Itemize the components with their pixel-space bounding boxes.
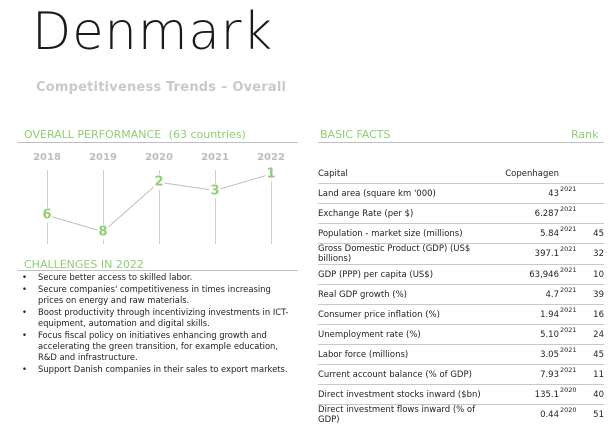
fact-label: Consumer price inflation (%) <box>318 305 489 325</box>
fact-rank: 16 <box>584 305 604 325</box>
fact-rank <box>584 164 604 184</box>
fact-year: 2021 <box>559 345 584 365</box>
fact-label: Exchange Rate (per $) <box>318 204 489 224</box>
country-title: Denmark <box>32 6 273 58</box>
fact-value: 6.287 <box>489 204 559 224</box>
fact-value: 5.10 <box>489 325 559 345</box>
subtitle: Competitiveness Trends – Overall <box>36 80 286 95</box>
fact-value: 63,946 <box>489 265 559 285</box>
fact-label: Gross Domestic Product (GDP) (US$ billio… <box>318 244 489 265</box>
fact-year: 2021 <box>559 285 584 305</box>
fact-year <box>559 164 584 184</box>
fact-label: Direct investment stocks inward ($bn) <box>318 385 489 405</box>
fact-rank <box>584 184 604 204</box>
challenge-item: Secure companies' competitiveness in tim… <box>18 284 298 306</box>
fact-year: 2021 <box>559 204 584 224</box>
fact-value: 0.44 <box>489 405 559 425</box>
fact-value: 1.94 <box>489 305 559 325</box>
performance-country-count: (63 countries) <box>169 128 246 141</box>
fact-value: Copenhagen <box>489 164 559 184</box>
facts-divider <box>318 142 604 143</box>
rank-label-2021: 3 <box>209 183 220 198</box>
fact-label: Capital <box>318 164 489 184</box>
challenges-list: Secure better access to skilled labor.Se… <box>18 272 298 375</box>
challenges-divider <box>18 270 298 271</box>
challenge-item: Secure better access to skilled labor. <box>18 272 298 283</box>
fact-year: 2020 <box>559 385 584 405</box>
rank-label-2019: 8 <box>97 224 108 239</box>
fact-year: 2021 <box>559 244 584 265</box>
fact-rank: 45 <box>584 345 604 365</box>
fact-row: Direct investment flows inward (% of GDP… <box>318 405 604 425</box>
fact-label: Unemployment rate (%) <box>318 325 489 345</box>
performance-divider <box>18 142 298 143</box>
fact-year: 2021 <box>559 184 584 204</box>
fact-rank: 39 <box>584 285 604 305</box>
fact-value: 135.1 <box>489 385 559 405</box>
fact-year: 2021 <box>559 365 584 385</box>
fact-label: Labor force (millions) <box>318 345 489 365</box>
challenge-item: Focus fiscal policy on initiatives enhan… <box>18 330 298 363</box>
year-gridline-2021 <box>215 170 216 244</box>
challenge-item: Boost productivity through incentivizing… <box>18 307 298 329</box>
fact-row: Gross Domestic Product (GDP) (US$ billio… <box>318 244 604 265</box>
year-label-2021: 2021 <box>201 152 229 163</box>
fact-label: GDP (PPP) per capita (US$) <box>318 265 489 285</box>
fact-rank: 10 <box>584 265 604 285</box>
fact-label: Current account balance (% of GDP) <box>318 365 489 385</box>
rank-label-2020: 2 <box>153 175 164 190</box>
fact-value: 43 <box>489 184 559 204</box>
fact-label: Population - market size (millions) <box>318 224 489 244</box>
performance-section-title: OVERALL PERFORMANCE (63 countries) <box>24 128 246 141</box>
challenges-list-container: Secure better access to skilled labor.Se… <box>18 272 298 376</box>
fact-rank: 24 <box>584 325 604 345</box>
fact-rank: 32 <box>584 244 604 265</box>
fact-label: Real GDP growth (%) <box>318 285 489 305</box>
performance-chart: 2018 2019 2020 2021 2022 6 8 2 3 1 <box>18 144 298 254</box>
fact-row: Direct investment stocks inward ($bn)135… <box>318 385 604 405</box>
basic-facts-title: BASIC FACTS <box>320 128 391 141</box>
rank-label-2022: 1 <box>265 167 276 182</box>
year-label-2019: 2019 <box>89 152 117 163</box>
performance-title: OVERALL PERFORMANCE <box>24 128 161 141</box>
rank-header: Rank <box>571 128 598 141</box>
fact-year: 2021 <box>559 305 584 325</box>
fact-year: 2020 <box>559 405 584 425</box>
challenge-item: Support Danish companies in their sales … <box>18 364 298 375</box>
fact-label: Land area (square km '000) <box>318 184 489 204</box>
fact-year: 2021 <box>559 224 584 244</box>
fact-value: 3.05 <box>489 345 559 365</box>
fact-value: 5.84 <box>489 224 559 244</box>
fact-rank <box>584 204 604 224</box>
fact-rank: 40 <box>584 385 604 405</box>
fact-year: 2021 <box>559 325 584 345</box>
fact-year: 2021 <box>559 265 584 285</box>
year-label-2018: 2018 <box>33 152 61 163</box>
rank-label-2018: 6 <box>41 208 52 223</box>
fact-rank: 11 <box>584 365 604 385</box>
fact-label: Direct investment flows inward (% of GDP… <box>318 405 489 425</box>
fact-rank: 51 <box>584 405 604 425</box>
fact-value: 4.7 <box>489 285 559 305</box>
year-label-2022: 2022 <box>257 152 285 163</box>
fact-value: 7.93 <box>489 365 559 385</box>
fact-rank: 45 <box>584 224 604 244</box>
fact-value: 397.1 <box>489 244 559 265</box>
year-label-2020: 2020 <box>145 152 173 163</box>
